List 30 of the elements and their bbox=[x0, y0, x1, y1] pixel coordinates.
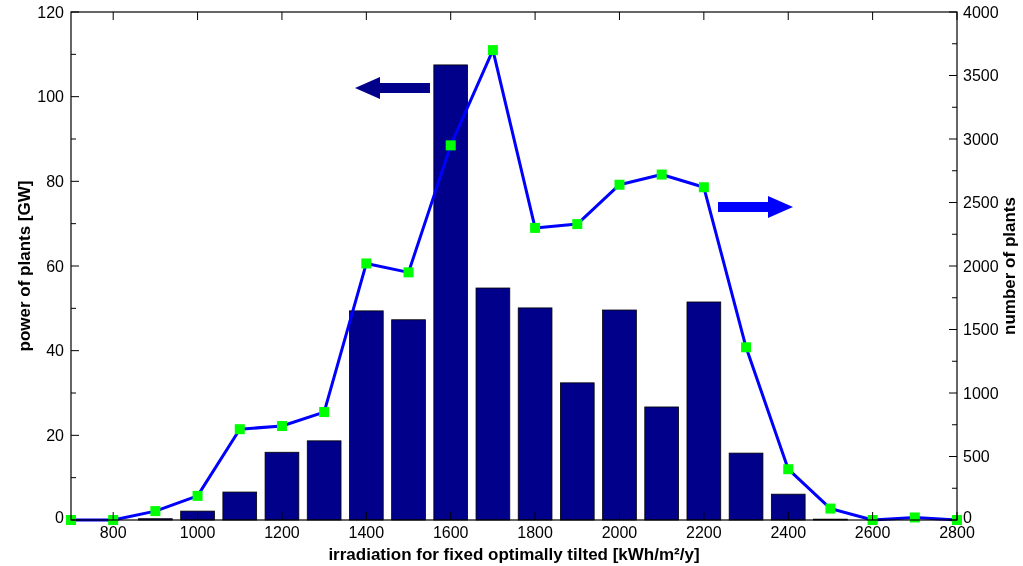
x-tick-label: 1000 bbox=[179, 524, 216, 541]
y-tick-label: 20 bbox=[46, 426, 65, 444]
y2-tick-label: 3000 bbox=[963, 130, 999, 148]
y-tick-label: 100 bbox=[37, 88, 65, 106]
y2-tick-label: 0 bbox=[963, 508, 972, 526]
x-tick-label: 1200 bbox=[264, 524, 300, 541]
y2-axis-title: number of plants bbox=[1000, 197, 1019, 335]
x-tick-label: 1800 bbox=[517, 524, 553, 541]
y2-tick-label: 1500 bbox=[963, 321, 999, 339]
y2-tick-label: 1000 bbox=[963, 384, 999, 402]
y2-tick-label: 3500 bbox=[963, 67, 999, 85]
y2-tick-label: 500 bbox=[963, 448, 990, 466]
y-axis-title: power of plants [GW] bbox=[15, 180, 34, 352]
y-tick-label: 40 bbox=[46, 342, 65, 360]
x-tick-label: 800 bbox=[99, 524, 127, 541]
y-tick-label: 80 bbox=[46, 172, 65, 190]
x-tick-label: 2600 bbox=[854, 524, 891, 541]
x-tick-label: 2000 bbox=[601, 524, 638, 541]
x-tick-label: 2800 bbox=[939, 524, 975, 541]
x-tick-label: 1400 bbox=[348, 524, 385, 541]
x-tick-label: 2400 bbox=[770, 524, 807, 541]
y2-tick-label: 4000 bbox=[963, 3, 999, 21]
y2-tick-label: 2500 bbox=[963, 194, 999, 212]
y2-tick-label: 2000 bbox=[963, 257, 999, 275]
y-tick-label: 0 bbox=[55, 508, 65, 526]
y-tick-label: 60 bbox=[46, 257, 65, 275]
y-tick-label: 120 bbox=[37, 3, 65, 21]
x-tick-label: 1600 bbox=[432, 524, 469, 541]
x-axis-title: irradiation for fixed optimally tilted [kWh/m²/y] bbox=[328, 545, 700, 564]
x-tick-label: 2200 bbox=[686, 524, 722, 541]
